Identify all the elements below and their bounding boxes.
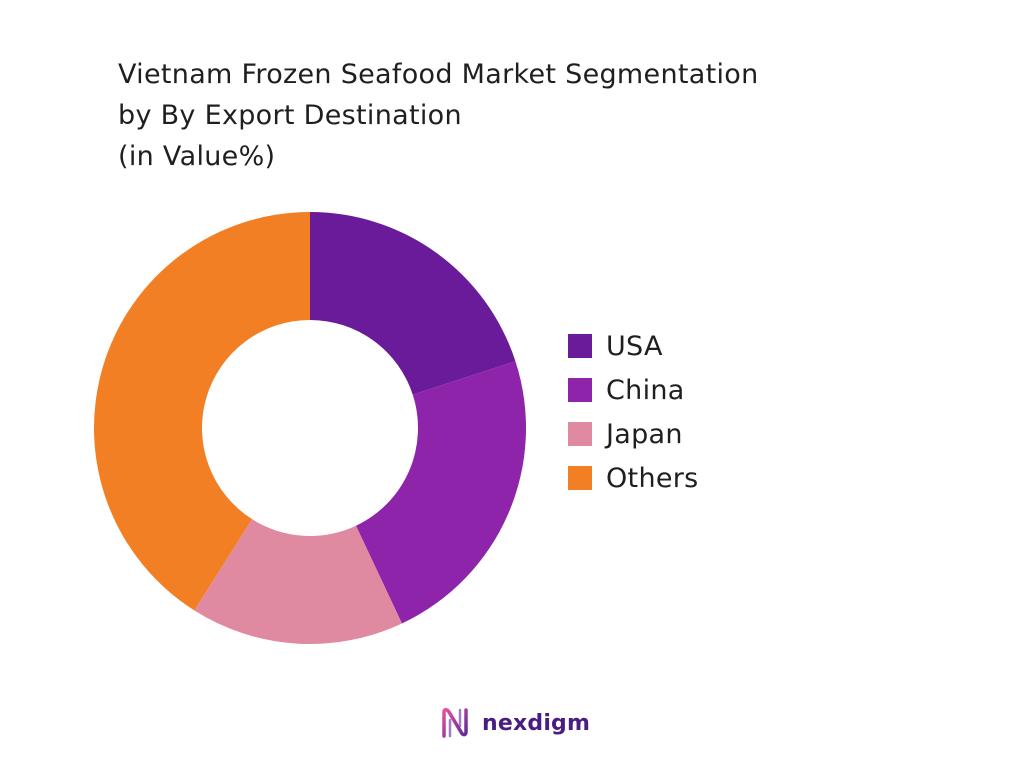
- slice-usa: [310, 212, 516, 395]
- nexdigm-logo-icon: [442, 708, 468, 738]
- chart-legend: USA China Japan Others: [568, 327, 699, 503]
- legend-swatch-usa: [568, 334, 592, 358]
- legend-label-usa: USA: [606, 330, 663, 362]
- legend-label-others: Others: [606, 462, 699, 494]
- chart-title: Vietnam Frozen Seafood Market Segmentati…: [118, 54, 759, 177]
- legend-item-japan: Japan: [568, 415, 699, 453]
- chart-title-line-1: Vietnam Frozen Seafood Market Segmentati…: [118, 59, 759, 90]
- legend-swatch-china: [568, 378, 592, 402]
- slice-japan: [194, 519, 402, 644]
- legend-swatch-japan: [568, 422, 592, 446]
- brand-name: nexdigm: [482, 710, 591, 736]
- slice-others: [94, 212, 311, 611]
- legend-label-china: China: [606, 374, 685, 406]
- chart-title-line-3: (in Value%): [118, 141, 276, 172]
- donut-slices: [94, 212, 526, 644]
- slice-china: [355, 361, 526, 624]
- legend-item-usa: USA: [568, 327, 699, 365]
- brand-logo: nexdigm: [440, 703, 590, 743]
- legend-item-others: Others: [568, 459, 699, 497]
- legend-label-japan: Japan: [606, 418, 683, 450]
- chart-title-line-2: by By Export Destination: [118, 100, 462, 131]
- legend-item-china: China: [568, 371, 699, 409]
- legend-swatch-others: [568, 466, 592, 490]
